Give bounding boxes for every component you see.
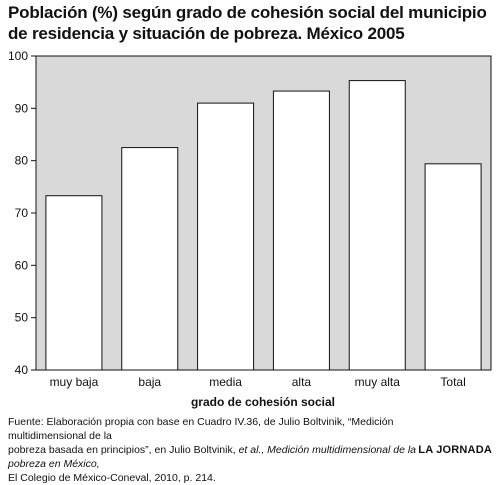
bar-alta	[272, 90, 330, 371]
y-tick-label-100: 100	[8, 49, 28, 63]
x-tick-label-baja: baja	[138, 375, 161, 389]
x-tick-label-muy-alta: muy alta	[355, 375, 401, 389]
source-line-3: El Colegio de México-Coneval, 2010, p. 2…	[8, 472, 216, 484]
y-tick-label-50: 50	[15, 311, 29, 325]
source-line-2-text: pobreza basada en principios”, en Julio …	[8, 444, 239, 456]
bar-baja	[121, 147, 179, 371]
source-line-1: Fuente: Elaboración propia con base en C…	[8, 416, 394, 442]
x-tick-label-media: media	[209, 375, 242, 389]
source-line-2: pobreza basada en principios”, en Julio …	[8, 443, 438, 471]
y-tick-label-90: 90	[15, 101, 29, 115]
publisher-logo: LA JORNADA	[418, 444, 492, 456]
bars-group	[45, 80, 482, 371]
x-axis: muy baja baja media alta muy alta Total	[50, 375, 466, 389]
y-tick-label-60: 60	[15, 258, 29, 272]
bar-muy-alta	[348, 80, 406, 371]
x-tick-label-muy-baja: muy baja	[50, 375, 99, 389]
bar-total	[424, 163, 482, 371]
y-axis: 40 50 60 70 80 90 100	[8, 49, 36, 377]
chart-title: Población (%) según grado de cohesión so…	[8, 3, 487, 43]
y-tick-label-70: 70	[15, 206, 29, 220]
plot-area	[35, 55, 492, 371]
y-tick-label-80: 80	[15, 154, 29, 168]
x-tick-label-total: Total	[440, 375, 465, 389]
x-axis-label: grado de cohesión social	[191, 395, 335, 409]
bar-media	[197, 102, 255, 371]
x-tick-label-alta: alta	[292, 375, 312, 389]
y-tick-label-40: 40	[15, 363, 29, 377]
source-note: Fuente: Elaboración propia con base en C…	[8, 415, 438, 485]
source-line-2-italic-1: et al.,	[238, 444, 265, 456]
bar-muy-baja	[45, 195, 103, 371]
